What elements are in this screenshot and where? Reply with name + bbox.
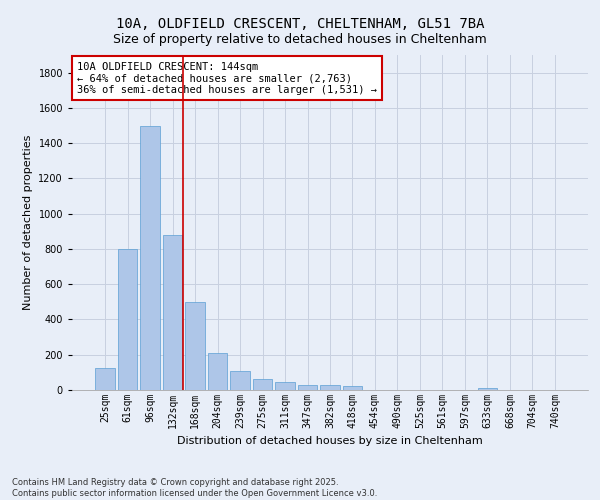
Bar [140, 126, 160, 390]
Bar [230, 370, 250, 390]
Bar [478, 388, 497, 390]
Bar [298, 384, 317, 390]
Text: Contains HM Land Registry data © Crown copyright and database right 2025.
Contai: Contains HM Land Registry data © Crown c… [12, 478, 377, 498]
Text: 10A OLDFIELD CRESCENT: 144sqm
← 64% of detached houses are smaller (2,763)
36% o: 10A OLDFIELD CRESCENT: 144sqm ← 64% of d… [77, 62, 377, 95]
Bar [118, 249, 137, 390]
Bar [95, 368, 115, 390]
Text: 10A, OLDFIELD CRESCENT, CHELTENHAM, GL51 7BA: 10A, OLDFIELD CRESCENT, CHELTENHAM, GL51… [116, 18, 484, 32]
Text: Size of property relative to detached houses in Cheltenham: Size of property relative to detached ho… [113, 32, 487, 46]
Bar [185, 302, 205, 390]
Y-axis label: Number of detached properties: Number of detached properties [23, 135, 33, 310]
Bar [320, 384, 340, 390]
Bar [343, 386, 362, 390]
Bar [275, 382, 295, 390]
Bar [253, 378, 272, 390]
X-axis label: Distribution of detached houses by size in Cheltenham: Distribution of detached houses by size … [177, 436, 483, 446]
Bar [208, 353, 227, 390]
Bar [163, 235, 182, 390]
